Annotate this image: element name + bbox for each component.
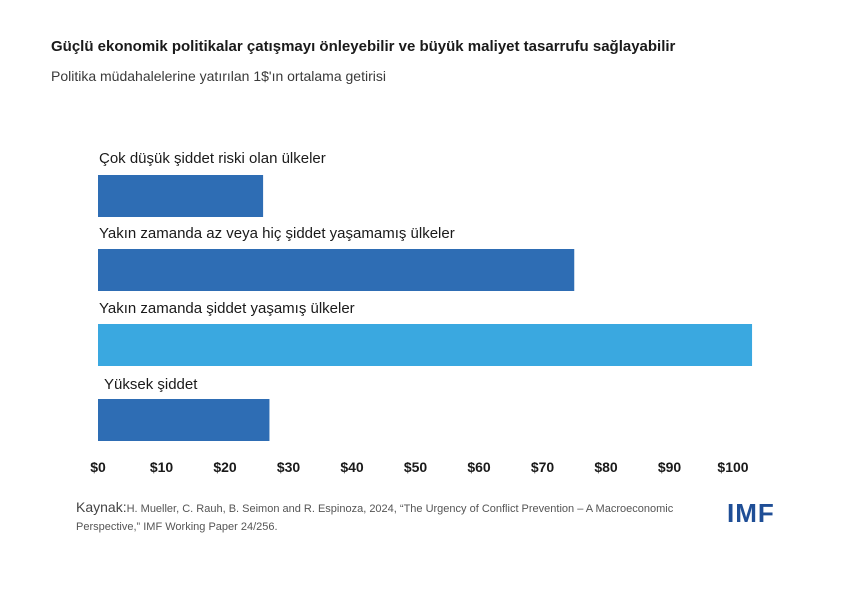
bar-4 xyxy=(98,399,270,441)
x-tick-label: $80 xyxy=(594,459,618,475)
x-tick-label: $30 xyxy=(277,459,301,475)
x-tick-label: $50 xyxy=(404,459,428,475)
bar-1 xyxy=(98,175,264,217)
x-tick-label: $20 xyxy=(213,459,237,475)
x-tick-label: $10 xyxy=(150,459,174,475)
x-tick-label: $40 xyxy=(340,459,364,475)
x-tick-label: $90 xyxy=(658,459,682,475)
x-tick-label: $60 xyxy=(467,459,491,475)
x-tick-label: $0 xyxy=(90,459,106,475)
category-label-1: Çok düşük şiddet riski olan ülkeler xyxy=(99,150,326,167)
category-label-2: Yakın zamanda az veya hiç şiddet yaşamam… xyxy=(99,225,455,242)
chart-subtitle: Politika müdahalelerine yatırılan 1$'ın … xyxy=(51,68,386,84)
category-label-4: Yüksek şiddet xyxy=(104,376,198,393)
source-note: Kaynak:H. Mueller, C. Rauh, B. Seimon an… xyxy=(76,498,716,536)
x-tick-label: $70 xyxy=(531,459,555,475)
source-label: Kaynak: xyxy=(76,499,127,515)
category-label-3: Yakın zamanda şiddet yaşamış ülkeler xyxy=(99,300,355,317)
bar-chart: Çok düşük şiddet riski olan ülkeler Yakın… xyxy=(90,150,753,475)
imf-logo: IMF xyxy=(727,498,775,528)
source-text: H. Mueller, C. Rauh, B. Seimon and R. Es… xyxy=(76,503,674,533)
x-tick-label: $100 xyxy=(717,459,748,475)
chart-title: Güçlü ekonomik politikalar çatışmayı önl… xyxy=(51,38,676,55)
bar-3 xyxy=(98,324,753,366)
bar-2 xyxy=(98,249,575,291)
